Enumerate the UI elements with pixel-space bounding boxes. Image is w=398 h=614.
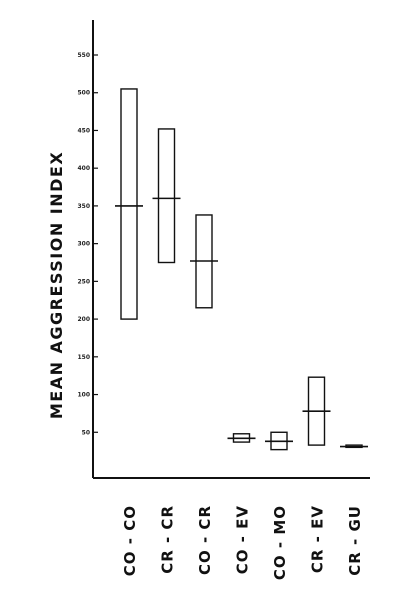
y-ticks: 50 100 150 200 250 300 350 400 450 500 550 [77,52,98,436]
box-group [152,128,181,264]
y-tick-label: 350 [77,203,90,210]
y-tick-label: 500 [77,90,90,97]
y-tick-label: 100 [77,392,90,399]
y-axis-title: MEAN AGGRESSION INDEX [47,151,66,419]
y-tick-label: 50 [82,429,90,436]
y-tick-label: 250 [77,278,90,285]
category-label: CO - EV [234,505,252,574]
box-group [190,214,218,309]
boxes [115,88,368,451]
box-group [302,376,331,446]
y-tick-label: 400 [77,165,90,172]
category-label: CR - GU [346,505,364,576]
y-tick-label: 550 [77,52,90,59]
category-label: CR - CR [159,505,177,574]
category-labels: CO - CO CR - CR CO - CR CO - EV CO - MO CR - … [121,505,364,580]
y-tick-label: 200 [77,316,90,323]
box-group [227,433,256,443]
category-label: CO - CO [121,505,139,576]
category-label: CO - CR [196,505,214,575]
y-tick-label: 450 [77,127,90,134]
y-tick-label: 300 [77,241,90,248]
box-group [115,88,143,320]
range-box [157,128,176,264]
y-tick-label: 150 [77,354,90,361]
box-group [265,431,293,451]
category-label: CR - EV [309,505,327,573]
box-group [340,444,368,449]
category-label: CO - MO [271,505,289,580]
range-box [120,88,138,320]
